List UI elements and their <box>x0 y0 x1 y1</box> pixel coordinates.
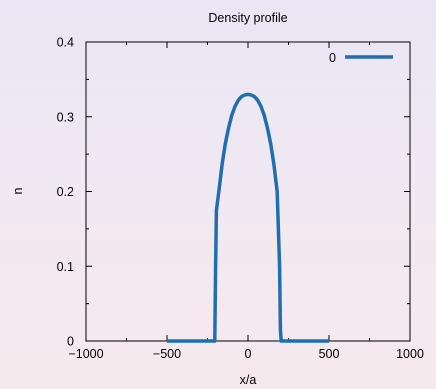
chart-title: Density profile <box>208 11 287 25</box>
x-tick-label: −1000 <box>68 347 103 361</box>
axis-ticks <box>85 41 411 342</box>
x-tick-label: −500 <box>153 347 181 361</box>
series-layer <box>167 92 329 343</box>
legend: 0 <box>329 51 393 65</box>
x-tick-label: 500 <box>319 347 340 361</box>
x-tick-label: 1000 <box>396 347 424 361</box>
series-line <box>167 92 329 343</box>
y-tick-label: 0.2 <box>57 185 74 199</box>
y-axis-label: n <box>11 187 25 194</box>
y-tick-label: 0 <box>67 335 74 349</box>
tick-labels: −1000 −500 0 500 1000 0 0.1 0.2 0.3 0.4 <box>57 36 424 362</box>
y-tick-label: 0.3 <box>57 110 74 124</box>
y-tick-label: 0.1 <box>57 260 74 274</box>
plot-frame <box>85 41 411 342</box>
x-axis-label: x/a <box>240 373 257 387</box>
y-tick-label: 0.4 <box>57 36 74 50</box>
legend-label: 0 <box>329 51 336 65</box>
x-tick-label: 0 <box>245 347 252 361</box>
plot-border <box>85 41 411 342</box>
